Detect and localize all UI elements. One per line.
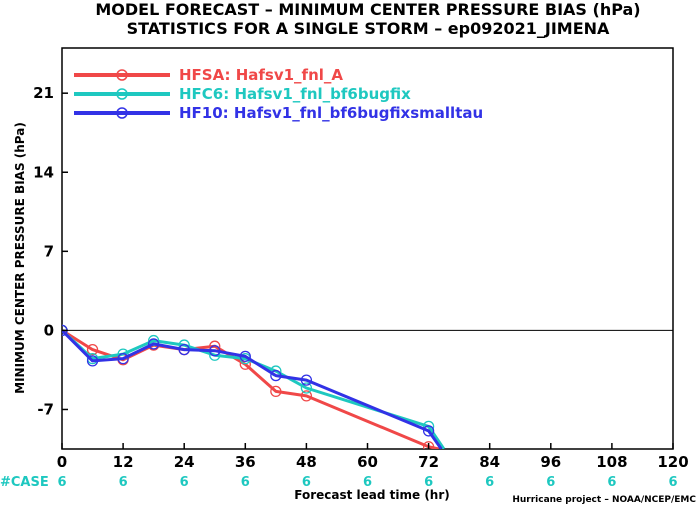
series-2 — [62, 324, 443, 449]
x-tick-label: 36 — [235, 453, 256, 471]
legend-label: HF10: Hafsv1_fnl_bf6bugfixsmalltau — [179, 104, 483, 122]
data-point — [209, 345, 221, 357]
data-point — [422, 441, 435, 449]
legend-swatch-marker — [116, 107, 128, 119]
case-count: 6 — [607, 475, 616, 490]
x-tick-label: 96 — [540, 453, 561, 471]
y-tick-label: -7 — [37, 400, 54, 418]
case-count: 6 — [424, 475, 433, 490]
x-tick-label: 108 — [596, 453, 627, 471]
x-tick-label: 24 — [174, 453, 195, 471]
case-label: #CASE — [0, 475, 49, 490]
case-count: 6 — [180, 475, 189, 490]
case-count: 6 — [363, 475, 372, 490]
case-count: 6 — [57, 475, 66, 490]
series-line — [62, 329, 443, 449]
case-count: 6 — [302, 475, 311, 490]
y-tick-label: 14 — [33, 163, 54, 181]
series-line — [62, 329, 446, 449]
data-point — [300, 390, 313, 402]
legend-swatch-marker — [116, 69, 128, 81]
x-tick-label: 84 — [479, 453, 500, 471]
x-tick-label: 72 — [418, 453, 439, 471]
data-point — [270, 385, 282, 398]
data-point — [117, 352, 129, 365]
y-tick-label: 21 — [33, 84, 54, 102]
x-tick-label: 48 — [296, 453, 317, 471]
x-tick-label: 120 — [657, 453, 688, 471]
series-line — [62, 329, 440, 449]
data-point — [300, 382, 313, 394]
x-tick-label: 60 — [357, 453, 378, 471]
y-axis-label: MINIMUM CENTER PRESSURE BIAS (hPa) — [13, 122, 27, 394]
data-point — [422, 425, 435, 437]
case-count: 6 — [668, 475, 677, 490]
data-point — [239, 350, 251, 363]
legend-label: HFC6: Hafsv1_fnl_bf6bugfix — [179, 85, 411, 103]
case-count: 6 — [241, 475, 250, 490]
data-point — [270, 369, 282, 382]
case-count: 6 — [546, 475, 555, 490]
y-tick-label: 7 — [44, 242, 54, 260]
data-point — [86, 343, 99, 356]
data-point — [147, 334, 160, 347]
chart-title: MODEL FORECAST – MINIMUM CENTER PRESSURE… — [95, 0, 640, 19]
data-point — [178, 343, 190, 356]
chart-subtitle: STATISTICS FOR A SINGLE STORM – ep092021… — [127, 19, 610, 38]
data-point — [300, 374, 313, 386]
data-point — [86, 355, 99, 367]
y-tick-label: 0 — [44, 321, 54, 339]
case-count: 6 — [485, 475, 494, 490]
data-point — [147, 338, 160, 350]
series-0 — [62, 324, 440, 449]
legend-label: HFSA: Hafsv1_fnl_A — [179, 66, 343, 84]
legend-swatch-marker — [116, 88, 128, 100]
case-count: 6 — [119, 475, 128, 490]
credit-text: Hurricane project – NOAA/NCEP/EMC — [512, 495, 696, 505]
x-tick-label: 12 — [113, 453, 134, 471]
x-tick-label: 0 — [57, 453, 67, 471]
x-axis-label: Forecast lead time (hr) — [294, 488, 450, 502]
